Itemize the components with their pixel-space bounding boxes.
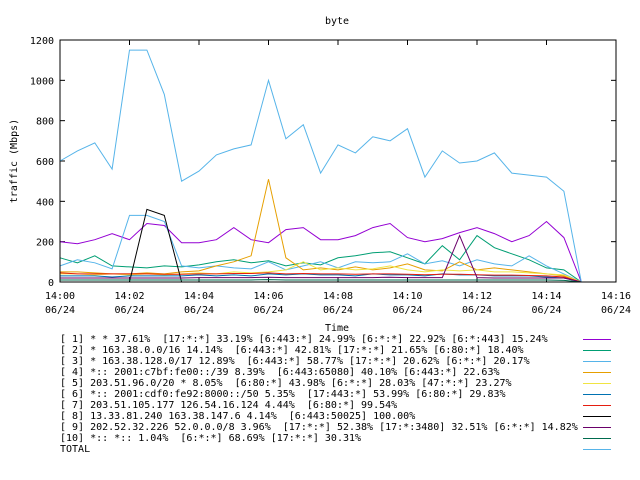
x-tick-label-date: 06/24 bbox=[184, 305, 214, 316]
x-tick-label-time: 14:00 bbox=[45, 291, 75, 302]
y-tick-label: 1000 bbox=[30, 76, 54, 87]
y-axis: 0 200 400 600 800 1000 1200 bbox=[30, 36, 616, 289]
series-line-8 bbox=[60, 208, 582, 283]
legend-swatch bbox=[583, 416, 611, 417]
y-tick-label: 800 bbox=[36, 117, 54, 128]
legend-entry: [ 4] *:: 2001:c7bf:fe00::/39 8.39% [6:44… bbox=[60, 367, 632, 378]
legend-entry: [ 9] 202.52.32.226 52.0.0.0/8 3.96% [17:… bbox=[60, 422, 632, 433]
legend-label: [ 9] 202.52.32.226 52.0.0.0/8 3.96% [17:… bbox=[60, 422, 578, 433]
x-tick-label-date: 06/24 bbox=[45, 305, 75, 316]
legend-swatch bbox=[583, 449, 611, 450]
legend-label: [ 5] 203.51.96.0/20 * 8.05% [6:80:*] 43.… bbox=[60, 378, 512, 389]
series-line-6 bbox=[60, 273, 582, 283]
series-lines bbox=[59, 49, 582, 283]
plot-frame bbox=[59, 39, 617, 283]
chart-title: byte bbox=[325, 16, 349, 27]
x-tick-label-date: 06/24 bbox=[114, 305, 144, 316]
y-tick-label: 400 bbox=[36, 197, 54, 208]
legend-entry: [ 8] 13.33.81.240 163.38.147.6 4.14% [6:… bbox=[60, 411, 632, 422]
series-line-3 bbox=[59, 214, 582, 283]
legend-entry: [ 3] * 163.38.128.0/17 12.89% [6:443:*] … bbox=[60, 356, 632, 367]
series-line-11 bbox=[59, 49, 582, 283]
series-line-9 bbox=[60, 234, 582, 283]
legend-label: [ 8] 13.33.81.240 163.38.147.6 4.14% [6:… bbox=[60, 411, 416, 422]
y-tick-label: 0 bbox=[48, 278, 54, 289]
legend-swatch bbox=[583, 383, 611, 384]
legend-swatch bbox=[583, 427, 611, 428]
x-tick-label-time: 14:08 bbox=[323, 291, 353, 302]
x-tick-label-time: 14:14 bbox=[531, 291, 561, 302]
legend-label: [ 1] * * 37.61% [17:*:*] 33.19% [6:443:*… bbox=[60, 334, 548, 345]
series-line-1 bbox=[59, 220, 582, 283]
y-tick-label: 1200 bbox=[30, 36, 54, 47]
x-tick-label-time: 14:02 bbox=[114, 291, 144, 302]
legend-swatch bbox=[583, 339, 611, 340]
x-tick-label-time: 14:12 bbox=[462, 291, 492, 302]
legend-entry: TOTAL bbox=[60, 444, 632, 455]
legend-label: TOTAL bbox=[60, 444, 91, 455]
legend-swatch bbox=[583, 405, 611, 406]
legend-label: [ 7] 203.51.105.177 126.54.16.124 4.44% … bbox=[60, 400, 398, 411]
legend-label: [ 2] * 163.38.0.0/16 14.14% [6:443:*] 42… bbox=[60, 345, 524, 356]
legend-entry: [ 1] * * 37.61% [17:*:*] 33.19% [6:443:*… bbox=[60, 334, 632, 345]
series-line-2 bbox=[59, 234, 582, 283]
legend-label: [ 4] *:: 2001:c7bf:fe00::/39 8.39% [6:44… bbox=[60, 367, 500, 378]
legend-swatch bbox=[583, 394, 611, 395]
x-tick-label-time: 14:04 bbox=[184, 291, 214, 302]
legend-entry: [10] *:: *:: 1.04% [6:*:*] 68.69% [17:*:… bbox=[60, 433, 632, 444]
x-tick-label-date: 06/24 bbox=[323, 305, 353, 316]
x-tick-label-date: 06/24 bbox=[392, 305, 422, 316]
legend-entry: [ 6] *:: 2001:cdf0:fe92:8000::/50 5.35% … bbox=[60, 389, 632, 400]
x-axis: 14:00 06/24 14:02 06/24 14:04 06/24 14:06 06/24… bbox=[45, 40, 631, 316]
y-tick-label: 200 bbox=[36, 238, 54, 249]
y-axis-label: traffic (Mbps) bbox=[9, 119, 20, 203]
legend-swatch bbox=[583, 438, 611, 439]
x-tick-label-time: 14:10 bbox=[392, 291, 422, 302]
x-tick-label-date: 06/24 bbox=[253, 305, 283, 316]
x-tick-label-time: 14:16 bbox=[601, 291, 631, 302]
x-axis-label: Time bbox=[325, 323, 349, 334]
legend-swatch bbox=[583, 372, 611, 373]
legend-entry: [ 2] * 163.38.0.0/16 14.14% [6:443:*] 42… bbox=[60, 345, 632, 356]
y-tick-label: 600 bbox=[36, 157, 54, 168]
series-line-4 bbox=[60, 179, 582, 283]
x-tick-label-date: 06/24 bbox=[462, 305, 492, 316]
series-line-10 bbox=[60, 279, 582, 283]
legend-swatch bbox=[583, 350, 611, 351]
legend-entry: [ 7] 203.51.105.177 126.54.16.124 4.44% … bbox=[60, 400, 632, 411]
legend-label: [ 6] *:: 2001:cdf0:fe92:8000::/50 5.35% … bbox=[60, 389, 506, 400]
x-tick-label-time: 14:06 bbox=[253, 291, 283, 302]
legend-swatch bbox=[583, 361, 611, 362]
series-line-7 bbox=[59, 272, 582, 283]
x-tick-label-date: 06/24 bbox=[531, 305, 561, 316]
legend-entry: [ 5] 203.51.96.0/20 * 8.05% [6:80:*] 43.… bbox=[60, 378, 632, 389]
x-tick-label-date: 06/24 bbox=[601, 305, 631, 316]
legend-label: [10] *:: *:: 1.04% [6:*:*] 68.69% [17:*:… bbox=[60, 433, 362, 444]
legend-label: [ 3] * 163.38.128.0/17 12.89% [6:443:*] … bbox=[60, 356, 530, 367]
